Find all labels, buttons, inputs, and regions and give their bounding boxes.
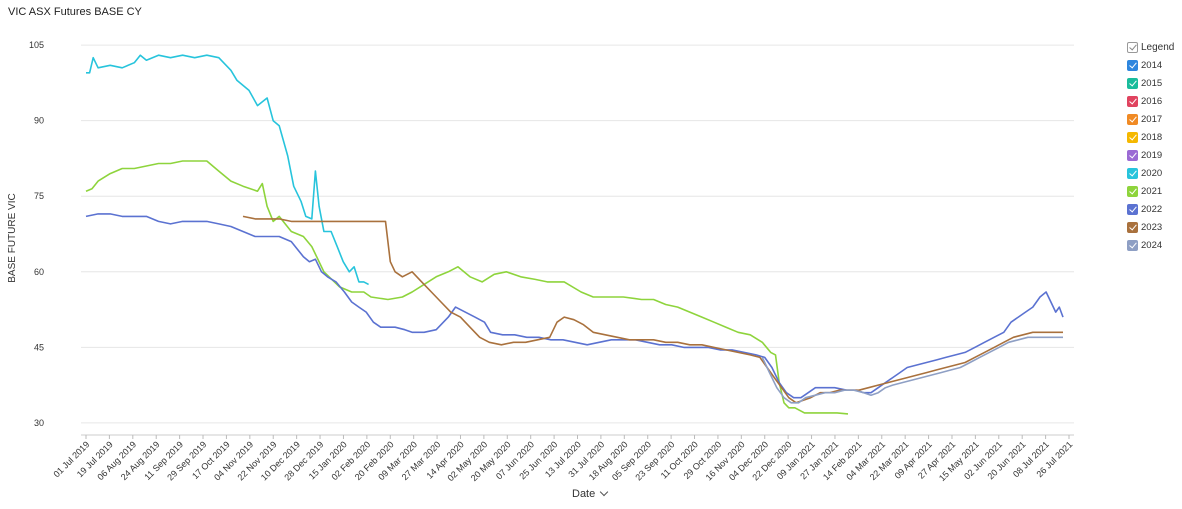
- legend-item-2021[interactable]: 2021: [1127, 182, 1179, 200]
- legend-items: 2014 2015 2016 2017 2018 2019 2020 2021 2022 2023…: [1127, 56, 1179, 254]
- checkbox-icon: [1127, 221, 1138, 233]
- chevron-down-icon: [600, 487, 609, 497]
- y-axis-label: BASE FUTURE VIC: [7, 193, 18, 282]
- x-axis-label-dropdown[interactable]: Date: [572, 487, 609, 500]
- legend-item-2019[interactable]: 2019: [1127, 146, 1179, 164]
- legend-item-label: 2021: [1141, 185, 1163, 197]
- checkbox-icon: [1127, 113, 1138, 125]
- legend-item-label: 2022: [1141, 203, 1163, 215]
- series-lines: [85, 54, 1064, 415]
- checkbox-icon: [1127, 59, 1138, 71]
- checkbox-icon: [1127, 77, 1138, 89]
- legend-header-label: Legend: [1141, 41, 1175, 53]
- checkbox-icon: [1127, 167, 1138, 179]
- legend-item-label: 2023: [1141, 221, 1163, 233]
- x-axis-label: Date: [572, 488, 596, 500]
- series-line-2020: [86, 54, 369, 286]
- y-tick-label: 75: [34, 191, 44, 201]
- series-line-2021: [85, 160, 849, 415]
- legend-item-2014[interactable]: 2014: [1127, 56, 1179, 74]
- checkbox-icon: [1127, 239, 1138, 251]
- legend-item-label: 2014: [1141, 59, 1163, 71]
- checkbox-icon: [1127, 203, 1138, 215]
- legend-item-label: 2019: [1141, 149, 1163, 161]
- legend-item-2024[interactable]: 2024: [1127, 236, 1179, 254]
- legend-item-label: 2018: [1141, 131, 1163, 143]
- checkbox-icon: [1127, 95, 1138, 107]
- legend-toggle[interactable]: Legend: [1127, 38, 1179, 56]
- checkbox-icon: [1127, 185, 1138, 197]
- gridlines: [81, 44, 1074, 436]
- checkbox-icon: [1127, 149, 1138, 161]
- chart-title: VIC ASX Futures BASE CY: [8, 6, 142, 18]
- checkbox-icon: [1127, 41, 1138, 53]
- legend-item-2016[interactable]: 2016: [1127, 92, 1179, 110]
- series-line-2024: [761, 336, 1063, 404]
- legend-item-2017[interactable]: 2017: [1127, 110, 1179, 128]
- y-axis-ticks: 30 45 60 75 90 105: [29, 40, 44, 428]
- legend-item-label: 2020: [1141, 167, 1163, 179]
- y-tick-label: 60: [34, 267, 44, 277]
- y-tick-label: 45: [34, 342, 44, 352]
- legend-item-label: 2016: [1141, 95, 1163, 107]
- series-line-2023: [242, 215, 1063, 404]
- legend-item-2022[interactable]: 2022: [1127, 200, 1179, 218]
- legend-item-2018[interactable]: 2018: [1127, 128, 1179, 146]
- legend-item-label: 2015: [1141, 77, 1163, 89]
- series-line-2022: [85, 213, 1064, 399]
- legend-item-2023[interactable]: 2023: [1127, 218, 1179, 236]
- legend-item-label: 2017: [1141, 113, 1163, 125]
- checkbox-icon: [1127, 131, 1138, 143]
- legend: Legend 2014 2015 2016 2017 2018 2019 2020 2021 2…: [1127, 38, 1179, 254]
- legend-item-2015[interactable]: 2015: [1127, 74, 1179, 92]
- legend-item-label: 2024: [1141, 239, 1163, 251]
- y-tick-label: 105: [29, 40, 44, 50]
- y-tick-label: 90: [34, 116, 44, 126]
- legend-item-2020[interactable]: 2020: [1127, 164, 1179, 182]
- y-tick-label: 30: [34, 418, 44, 428]
